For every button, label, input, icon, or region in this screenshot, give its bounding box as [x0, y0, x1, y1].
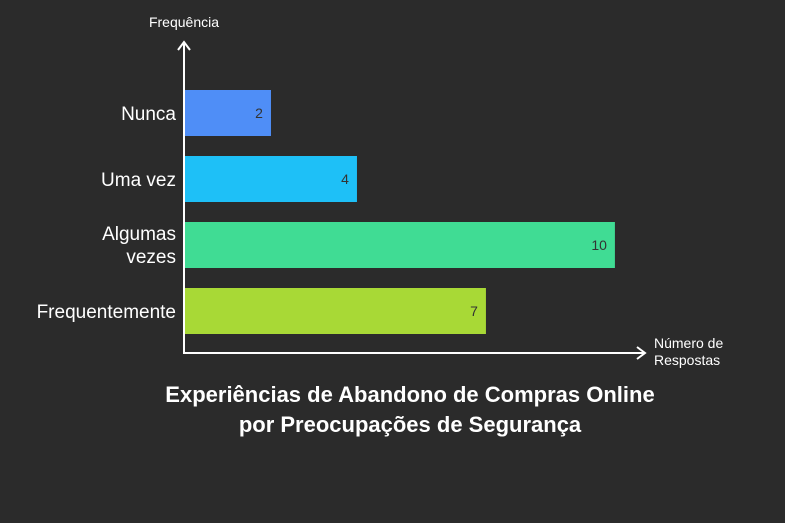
- x-axis-label: Número de Respostas: [654, 335, 727, 368]
- bar-uma-vez: [185, 156, 357, 202]
- y-axis-arrow-icon: [177, 40, 191, 51]
- y-axis-label: Frequência: [149, 14, 219, 30]
- bar-nunca: [185, 90, 271, 136]
- bar-value-label: 2: [255, 105, 263, 121]
- x-axis-arrow-icon: [636, 346, 647, 360]
- x-axis-label-line-1: Número de: [654, 335, 723, 351]
- bars-group: 2 Nunca 4 Uma vez 10 Algumas vezes 7 Frequenteme…: [37, 90, 615, 334]
- bar-frequentemente: [185, 288, 486, 334]
- bar-value-label: 10: [591, 237, 607, 253]
- category-label-uma-vez: Uma vez: [101, 170, 176, 191]
- category-label-nunca: Nunca: [121, 104, 176, 125]
- bar-value-label: 7: [470, 303, 478, 319]
- category-label-frequentemente: Frequentemente: [37, 302, 176, 323]
- bar-value-label: 4: [341, 171, 349, 187]
- category-label-algumas-vezes: Algumas vezes: [102, 224, 176, 268]
- axes-group: [177, 40, 647, 360]
- x-axis-label-line-2: Respostas: [654, 352, 720, 368]
- chart-title: Experiências de Abandono de Compras Onli…: [165, 382, 655, 437]
- bar-algumas-vezes: [185, 222, 615, 268]
